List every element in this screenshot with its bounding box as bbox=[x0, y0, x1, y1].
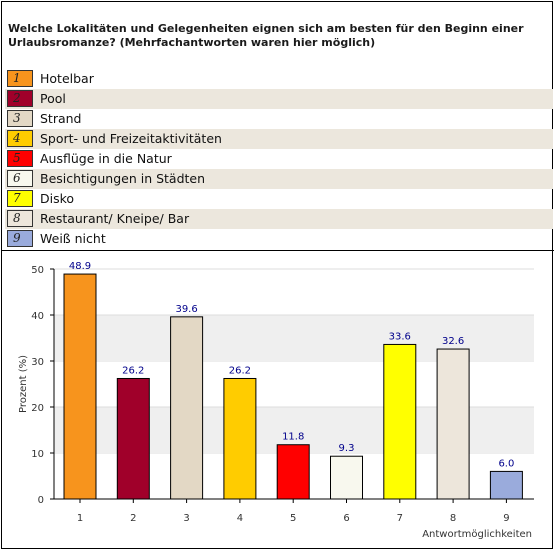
y-tick-label: 0 bbox=[38, 495, 44, 506]
y-tick-label: 30 bbox=[31, 357, 44, 368]
legend-label: Sport- und Freizeitaktivitäten bbox=[40, 131, 222, 146]
x-tick-label: 4 bbox=[237, 513, 243, 524]
bar-value-label: 6.0 bbox=[498, 458, 514, 469]
x-tick-label: 7 bbox=[397, 513, 403, 524]
legend-label: Ausflüge in die Natur bbox=[40, 151, 172, 166]
y-tick-label: 50 bbox=[31, 265, 44, 276]
y-tick-label: 10 bbox=[31, 449, 44, 460]
legend-label: Weiß nicht bbox=[40, 231, 106, 246]
bar bbox=[383, 343, 417, 500]
x-tick-label: 3 bbox=[183, 513, 189, 524]
bar-value-label: 26.2 bbox=[229, 365, 251, 376]
legend-item: 3 Strand bbox=[5, 109, 553, 129]
legend-swatch: 9 bbox=[7, 230, 33, 247]
bar bbox=[276, 444, 310, 500]
legend-item: 9 Weiß nicht bbox=[5, 229, 553, 249]
legend-swatch: 1 bbox=[7, 70, 33, 87]
legend-item: 1 Hotelbar bbox=[5, 69, 553, 89]
x-tick-label: 1 bbox=[77, 513, 83, 524]
legend-label: Hotelbar bbox=[40, 71, 94, 86]
bar bbox=[170, 316, 204, 500]
legend-swatch: 2 bbox=[7, 90, 33, 107]
bar bbox=[116, 377, 150, 500]
legend-item: 7 Disko bbox=[5, 189, 553, 209]
legend-swatch: 6 bbox=[7, 170, 33, 187]
bar bbox=[330, 455, 363, 500]
legend-item: 4 Sport- und Freizeitaktivitäten bbox=[5, 129, 553, 149]
legend-swatch: 7 bbox=[7, 190, 33, 207]
legend: 1 Hotelbar 2 Pool 3 Strand 4 Sport- und Freizei… bbox=[5, 69, 553, 249]
x-tick-label: 5 bbox=[290, 513, 296, 524]
x-axis-label: Antwortmöglichkeiten bbox=[422, 529, 532, 540]
y-tick-label: 20 bbox=[31, 403, 44, 414]
legend-label: Disko bbox=[40, 191, 75, 206]
legend-item: 6 Besichtigungen in Städten bbox=[5, 169, 553, 189]
bar-value-label: 32.6 bbox=[442, 336, 464, 347]
bar-value-label: 9.3 bbox=[339, 443, 355, 454]
legend-swatch: 8 bbox=[7, 210, 33, 227]
legend-label: Pool bbox=[40, 91, 66, 106]
bar-value-label: 11.8 bbox=[282, 432, 304, 443]
legend-item: 2 Pool bbox=[5, 89, 553, 109]
bar-value-label: 33.6 bbox=[389, 331, 411, 342]
bar-value-label: 39.6 bbox=[175, 304, 197, 315]
x-tick-label: 9 bbox=[503, 513, 509, 524]
x-tick-label: 8 bbox=[450, 513, 456, 524]
y-axis-label: Prozent (%) bbox=[18, 355, 29, 413]
x-tick-label: 2 bbox=[130, 513, 136, 524]
bar bbox=[223, 377, 257, 500]
y-tick-label: 40 bbox=[31, 311, 44, 322]
legend-label: Besichtigungen in Städten bbox=[40, 171, 206, 186]
question-text: Welche Lokalitäten und Gelegenheiten eig… bbox=[8, 22, 524, 49]
legend-swatch: 5 bbox=[7, 150, 33, 167]
bar-value-label: 48.9 bbox=[69, 261, 91, 272]
bar bbox=[489, 470, 523, 500]
x-tick-label: 6 bbox=[343, 513, 349, 524]
bar-value-label: 26.2 bbox=[122, 365, 144, 376]
legend-item: 8 Restaurant/ Kneipe/ Bar bbox=[5, 209, 553, 229]
legend-swatch: 4 bbox=[7, 130, 33, 147]
bar bbox=[63, 273, 97, 500]
divider bbox=[2, 250, 554, 251]
legend-item: 5 Ausflüge in die Natur bbox=[5, 149, 553, 169]
bar bbox=[436, 348, 470, 500]
legend-label: Strand bbox=[40, 111, 82, 126]
legend-label: Restaurant/ Kneipe/ Bar bbox=[40, 211, 190, 226]
legend-swatch: 3 bbox=[7, 110, 33, 127]
